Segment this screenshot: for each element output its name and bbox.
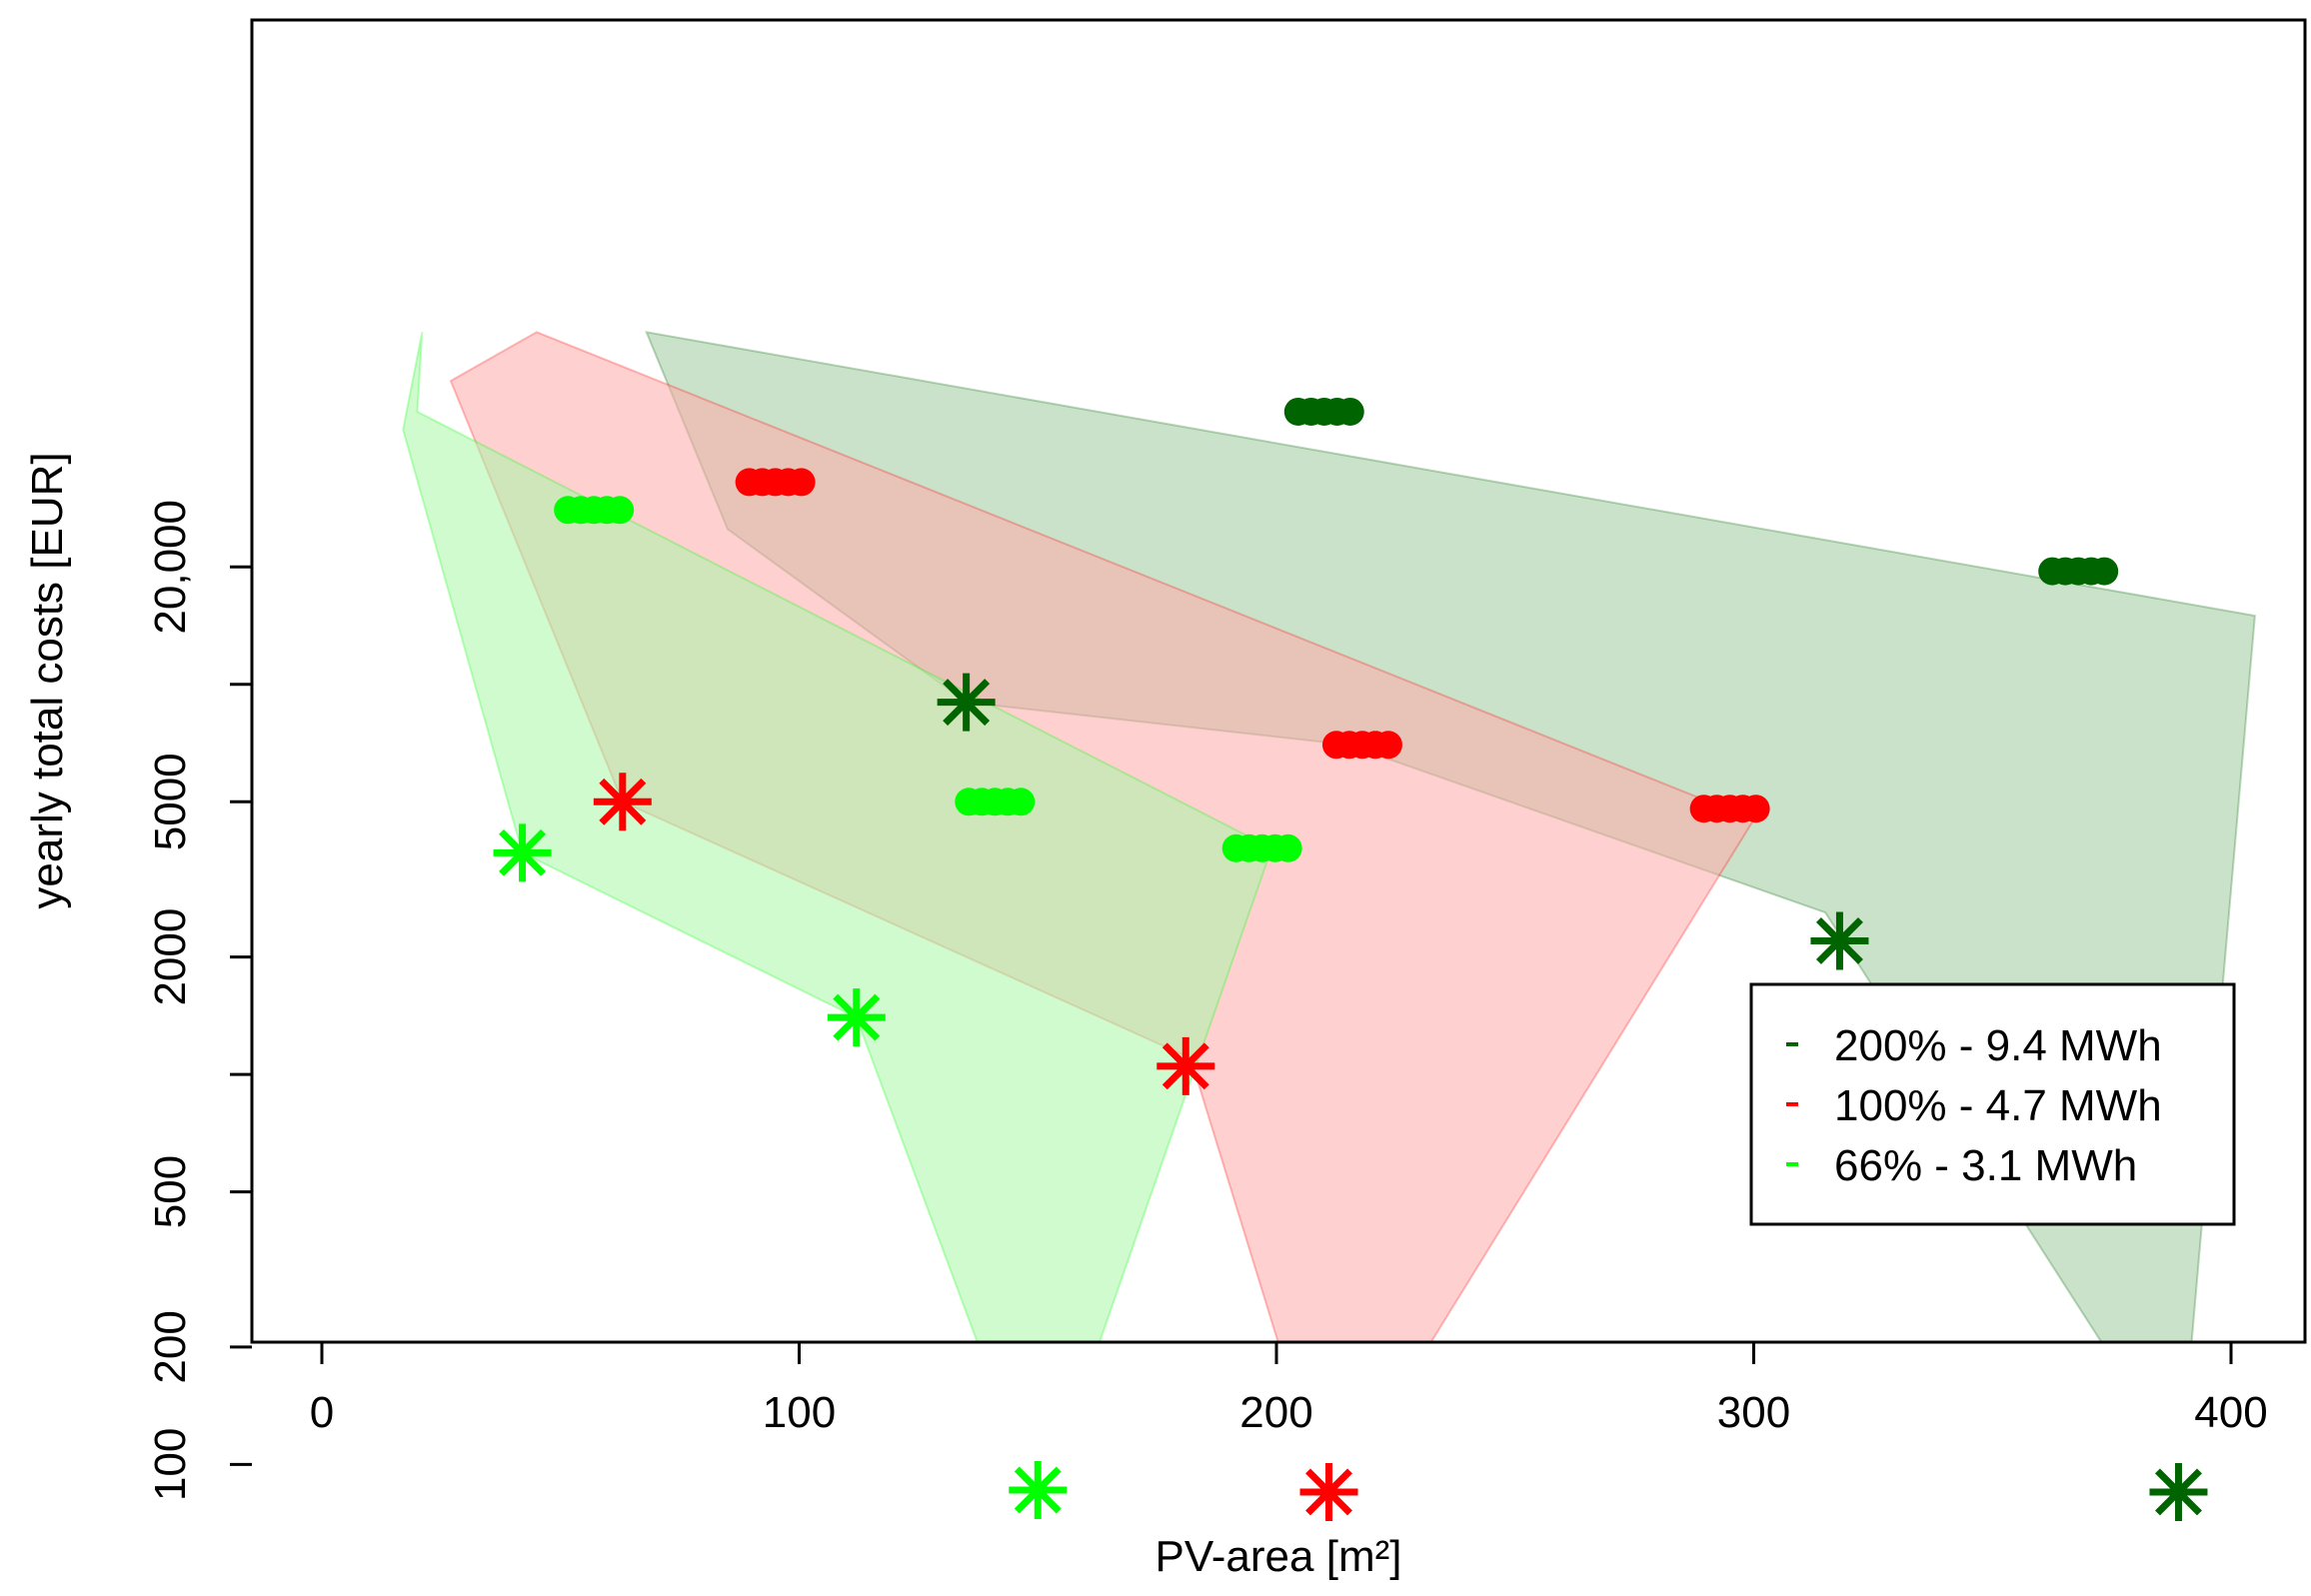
- circle-marker-s0-0-4: [1335, 397, 1364, 426]
- y-tick-label-0: 100: [146, 1428, 195, 1501]
- star-stroke-3: [2155, 1468, 2202, 1516]
- x-axis: 0 100 200 300 400: [310, 1342, 2268, 1437]
- star-marker-s1-2: [1299, 1462, 1358, 1521]
- y-tick-label-1: 200: [146, 1310, 195, 1383]
- star-stroke-3: [1815, 916, 1863, 964]
- star-marker-s0-1: [1810, 911, 1869, 970]
- star-marker-s2-0: [493, 823, 552, 882]
- y-axis-title: yearly total costs [EUR]: [23, 452, 72, 908]
- circle-marker-s2-0-4: [606, 496, 635, 525]
- x-tick-label-4: 400: [2194, 1388, 2267, 1437]
- circle-marker-s1-1-4: [1373, 731, 1402, 760]
- y-tick-label-5: 20,000: [146, 500, 195, 635]
- star-marker-s1-0: [593, 773, 652, 831]
- legend-label-2: 66% - 3.1 MWh: [1834, 1141, 2137, 1190]
- plot-frame: [250, 18, 2307, 1344]
- region-series-2: [402, 332, 1273, 1342]
- legend-label-0: 200% - 9.4 MWh: [1834, 1021, 2162, 1070]
- star-marker-s2-2: [1009, 1460, 1068, 1519]
- star-stroke-3: [499, 828, 547, 876]
- circle-marker-s2-2-4: [1273, 833, 1302, 862]
- y-tick-label-4: 5000: [146, 753, 195, 850]
- x-tick-label-0: 0: [310, 1388, 334, 1437]
- legend-box: [1749, 982, 2236, 1226]
- x-tick-label-2: 200: [1239, 1388, 1312, 1437]
- legend-label-1: 100% - 4.7 MWh: [1834, 1081, 2162, 1130]
- y-axis: 100 200 500 2000 5000 20,000: [146, 500, 252, 1501]
- marker-layer: [493, 397, 2208, 1521]
- legend: 200% - 9.4 MWh 100% - 4.7 MWh 66% - 3.1 MW…: [1749, 982, 2236, 1226]
- region-layer: [402, 330, 2256, 1342]
- star-marker-s0-0: [937, 673, 996, 732]
- star-stroke-3: [833, 993, 881, 1041]
- y-tick-label-3: 2000: [146, 908, 195, 1006]
- star-stroke-3: [1014, 1466, 1062, 1514]
- y-tick-label-2: 500: [146, 1155, 195, 1228]
- circle-marker-s1-2-4: [1741, 795, 1770, 823]
- x-tick-label-3: 300: [1717, 1388, 1790, 1437]
- circle-marker-s1-0-4: [787, 468, 816, 497]
- star-stroke-3: [1305, 1468, 1352, 1516]
- x-tick-label-1: 100: [763, 1388, 836, 1437]
- circle-marker-s0-1-4: [2090, 557, 2119, 586]
- circle-marker-s2-1-4: [1007, 788, 1036, 816]
- star-stroke-3: [599, 778, 647, 825]
- star-marker-s0-2: [2149, 1462, 2208, 1521]
- star-stroke-3: [943, 679, 991, 727]
- star-marker-s1-1: [1156, 1036, 1215, 1095]
- x-axis-title: PV-area [m²]: [1156, 1532, 1402, 1581]
- star-stroke-3: [1161, 1042, 1209, 1090]
- star-marker-s2-1: [827, 988, 886, 1047]
